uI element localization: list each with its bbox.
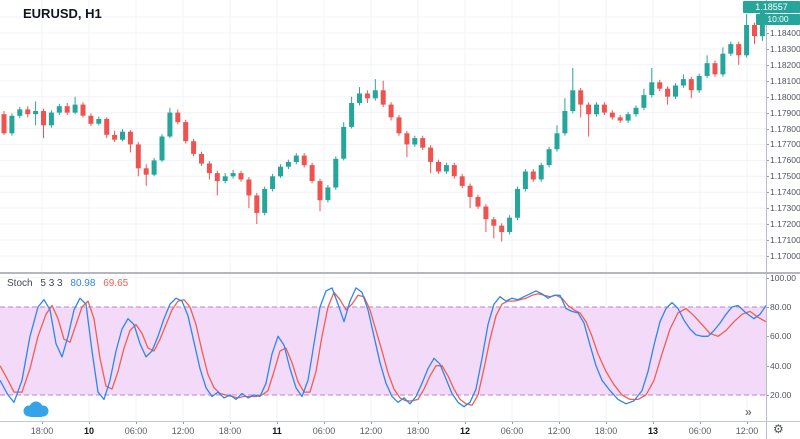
time-axis-tick: [465, 421, 466, 424]
time-axis-tick: [512, 421, 513, 424]
price-axis-tick: [766, 208, 769, 209]
price-axis-tick: [766, 65, 769, 66]
time-axis-tick: [277, 421, 278, 424]
time-axis-label: 13: [647, 426, 658, 436]
price-axis-tick: [766, 33, 769, 34]
time-axis-tick: [230, 421, 231, 424]
time-axis-tick: [700, 421, 701, 424]
time-axis-label: 10: [83, 426, 94, 436]
time-axis-tick: [136, 421, 137, 424]
pane-collapse-icon[interactable]: »: [745, 405, 752, 419]
time-axis-label: 12:00: [735, 426, 759, 436]
time-axis-tick: [89, 421, 90, 424]
pane-divider[interactable]: [0, 272, 800, 274]
time-axis-tick: [324, 421, 325, 424]
price-axis-label: 1.17500: [770, 171, 800, 182]
price-axis-label: 1.17400: [770, 187, 800, 198]
time-axis-label: 18:00: [594, 426, 618, 436]
last-price-label: 1.18557: [743, 1, 800, 13]
price-axis-label: 1.17600: [770, 155, 800, 166]
price-axis-label: 1.17300: [770, 203, 800, 214]
time-axis-tick: [183, 421, 184, 424]
price-axis-tick: [766, 240, 769, 241]
time-axis-tick: [559, 421, 560, 424]
stoch-legend-name: Stoch: [7, 278, 33, 289]
time-axis-border: [0, 421, 800, 422]
price-axis-label: 1.18200: [770, 59, 800, 70]
price-axis-tick: [766, 160, 769, 161]
price-axis-tick: [766, 129, 769, 130]
price-axis-label: 1.17800: [770, 123, 800, 134]
stoch-axis-label: 20.00: [770, 390, 792, 400]
price-axis-label: 1.17000: [770, 250, 800, 261]
stoch-axis-tick: [766, 395, 769, 396]
symbol-title: EURUSD, H1: [23, 6, 102, 21]
time-axis-tick: [606, 421, 607, 424]
price-axis-label: 1.18100: [770, 75, 800, 86]
stoch-axis-tick: [766, 278, 769, 279]
price-axis-tick: [766, 97, 769, 98]
stoch-axis-label: 100.00: [770, 272, 796, 283]
time-axis-label: 06:00: [500, 426, 524, 436]
time-axis-label: 12:00: [171, 426, 195, 436]
stoch-axis-tick: [766, 336, 769, 337]
stoch-axis-tick: [766, 307, 769, 308]
price-axis-label: 1.18000: [770, 91, 800, 102]
time-axis-tick: [371, 421, 372, 424]
price-axis-label: 1.18400: [770, 27, 800, 38]
time-axis-label: 18:00: [30, 426, 54, 436]
price-axis-tick: [766, 49, 769, 50]
stoch-axis-tick: [766, 366, 769, 367]
stoch-axis-label: 40.00: [770, 360, 792, 371]
stoch-legend-params: 5 3 3: [40, 278, 63, 289]
chart-canvas[interactable]: [0, 0, 766, 439]
price-axis-tick: [766, 256, 769, 257]
stoch-axis-label: 60.00: [770, 331, 792, 342]
time-axis-tick: [747, 421, 748, 424]
time-axis-label: 12:00: [547, 426, 571, 436]
price-axis-tick: [766, 192, 769, 193]
time-axis-label: 06:00: [124, 426, 148, 436]
price-axis-label: 1.17100: [770, 234, 800, 245]
time-axis-tick: [418, 421, 419, 424]
time-axis-label: 06:00: [312, 426, 336, 436]
time-axis-label: 12:00: [359, 426, 383, 436]
stoch-k-value: 80.98: [70, 278, 96, 289]
price-axis-label: 1.17900: [770, 107, 800, 118]
price-axis-tick: [766, 144, 769, 145]
axis-separator-line: [766, 0, 767, 439]
time-axis-tick: [653, 421, 654, 424]
stoch-legend[interactable]: Stoch 5 3 3 80.98 69.65: [7, 278, 133, 289]
stoch-d-value: 69.65: [103, 278, 129, 289]
time-axis-tick: [42, 421, 43, 424]
time-axis-label: 12: [459, 426, 470, 436]
price-axis-tick: [766, 224, 769, 225]
time-axis-label: 18:00: [218, 426, 242, 436]
broker-logo-cloud-icon: [23, 401, 49, 417]
time-axis-label: 06:00: [688, 426, 712, 436]
bar-countdown-label: 10:00: [756, 14, 800, 25]
price-axis-tick: [766, 113, 769, 114]
price-axis-tick: [766, 81, 769, 82]
stoch-axis-label: 80.00: [770, 302, 792, 312]
price-axis-label: 1.18300: [770, 43, 800, 54]
gear-icon[interactable]: ⚙: [773, 422, 784, 436]
price-axis-label: 1.17200: [770, 219, 800, 230]
time-axis-label: 18:00: [406, 426, 430, 436]
time-axis-label: 11: [272, 426, 282, 436]
price-axis-tick: [766, 176, 769, 177]
price-axis-label: 1.17700: [770, 139, 800, 150]
